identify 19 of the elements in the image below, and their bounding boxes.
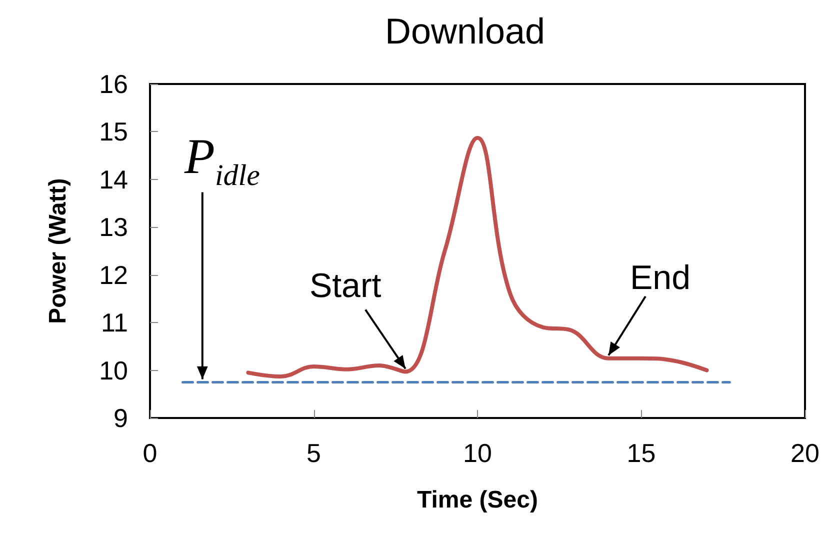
annotation: Start	[309, 267, 382, 306]
x-tick-label: 20	[790, 438, 820, 468]
annotation: End	[630, 258, 690, 298]
x-tick-label: 15	[626, 438, 656, 468]
x-tick-label: 0	[142, 438, 158, 468]
x-tick-label: 5	[306, 438, 321, 468]
y-tick-label: 15	[99, 116, 128, 147]
y-axis-title: Power (Watt)	[44, 178, 72, 324]
chart-title: Download	[384, 10, 546, 52]
y-tick-label: 12	[99, 260, 128, 290]
x-axis-title: Time (Sec)	[417, 486, 538, 514]
y-tick-label: 14	[99, 164, 128, 194]
y-tick-label: 11	[101, 308, 128, 338]
y-tick-label: 9	[114, 403, 128, 433]
y-tick-label: 13	[99, 212, 128, 242]
annotation: P$_{idle}$	[184, 127, 260, 194]
x-tick-label: 10	[463, 438, 492, 468]
y-tick-label: 16	[99, 69, 128, 99]
y-tick-label: 10	[99, 355, 128, 386]
